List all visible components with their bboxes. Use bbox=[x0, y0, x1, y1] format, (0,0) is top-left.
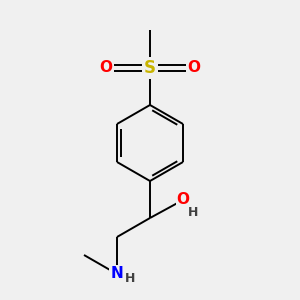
Text: O: O bbox=[100, 61, 112, 76]
Text: H: H bbox=[125, 272, 135, 286]
Text: O: O bbox=[188, 61, 200, 76]
Text: O: O bbox=[176, 193, 190, 208]
Text: N: N bbox=[111, 266, 123, 281]
Text: H: H bbox=[188, 206, 198, 218]
Text: S: S bbox=[144, 59, 156, 77]
